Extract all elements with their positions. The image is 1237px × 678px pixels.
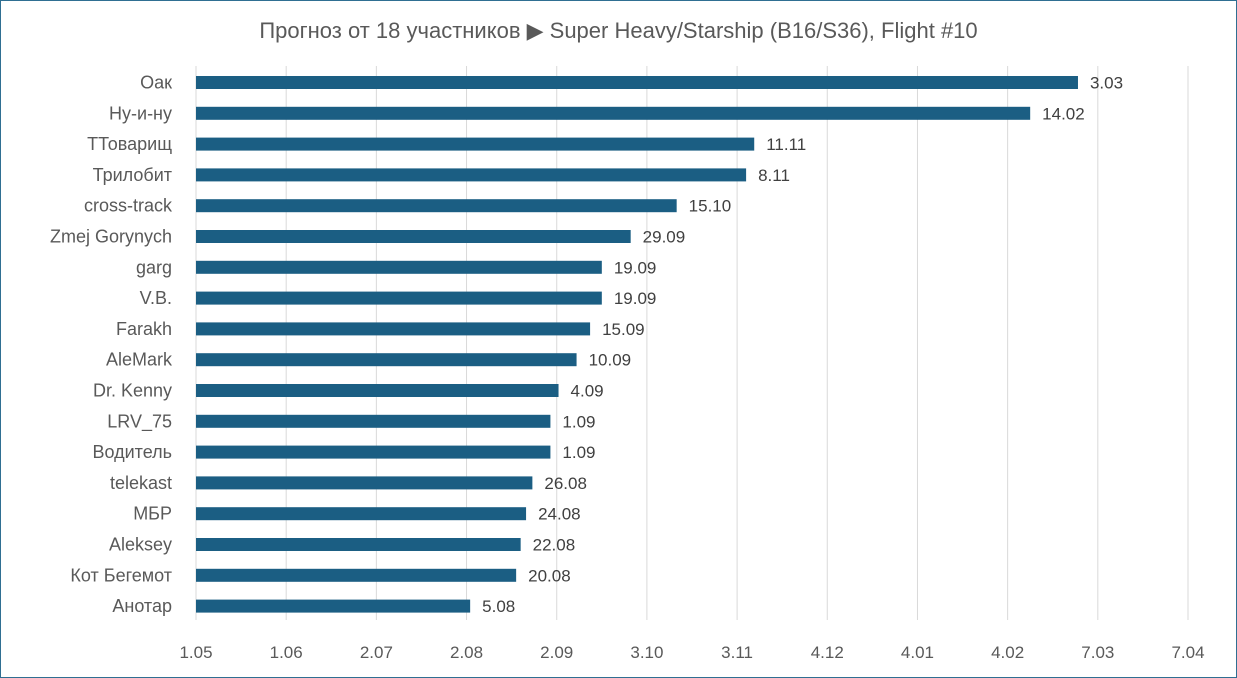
bar xyxy=(196,260,602,274)
grid-lines xyxy=(195,66,1189,620)
x-tick-labels: 1.05 1.06 2.07 2.08 2.09 3.10 3.11 4.12 4.01 4.02… xyxy=(179,643,1204,662)
data-label: 19.09 xyxy=(614,289,657,308)
data-label: 1.09 xyxy=(562,412,595,431)
bar xyxy=(196,568,517,582)
bar xyxy=(196,76,1078,89)
x-tick-label: 4.01 xyxy=(901,643,934,662)
x-tick-label: 7.03 xyxy=(1081,643,1114,662)
x-tick-label: 2.07 xyxy=(360,643,393,662)
bar xyxy=(196,353,577,367)
bar xyxy=(196,445,551,459)
category-label: Анотар xyxy=(112,596,172,616)
bar xyxy=(196,230,631,243)
category-labels: Оак Ну-и-ну ТТоварищ Трилобит cross-track Zme… xyxy=(50,73,173,617)
category-label: AleMark xyxy=(106,350,173,370)
category-label: LRV_75 xyxy=(107,411,172,432)
data-label: 4.09 xyxy=(571,382,604,401)
category-label: garg xyxy=(136,257,172,277)
category-label: МБР xyxy=(133,504,172,524)
data-label: 11.11 xyxy=(766,135,806,154)
category-label: Dr. Kenny xyxy=(93,381,172,401)
data-label: 10.09 xyxy=(589,351,632,370)
bar xyxy=(196,137,755,151)
bar xyxy=(196,199,677,213)
x-tick-label: 4.02 xyxy=(991,643,1024,662)
bar xyxy=(196,538,521,551)
category-label: Водитель xyxy=(92,442,172,462)
category-label: Farakh xyxy=(116,319,172,339)
bar xyxy=(196,291,602,305)
category-label: ТТоварищ xyxy=(87,134,172,154)
x-tick-label: 3.11 xyxy=(721,643,753,662)
x-tick-label: 2.09 xyxy=(540,643,573,662)
data-label: 15.10 xyxy=(689,197,732,216)
data-label: 20.08 xyxy=(528,566,571,585)
x-tick-label: 7.04 xyxy=(1171,643,1204,662)
data-label: 5.08 xyxy=(482,597,515,616)
data-label: 26.08 xyxy=(544,474,587,493)
x-tick-label: 1.06 xyxy=(270,643,303,662)
x-tick-label: 4.12 xyxy=(811,643,844,662)
category-label: Оак xyxy=(140,73,172,93)
bar xyxy=(196,384,559,397)
data-label: 24.08 xyxy=(538,505,581,524)
bar xyxy=(196,507,527,521)
chart-title: Прогноз от 18 участников ▶ Super Heavy/S… xyxy=(259,18,978,43)
data-label: 14.02 xyxy=(1042,104,1085,123)
bar xyxy=(196,168,747,182)
data-label: 19.09 xyxy=(614,258,657,277)
x-tick-label: 3.10 xyxy=(630,643,663,662)
data-label: 3.03 xyxy=(1090,74,1123,93)
bar xyxy=(196,414,551,428)
data-label: 22.08 xyxy=(533,536,576,555)
x-tick-label: 2.08 xyxy=(450,643,483,662)
category-label: Кот Бегемот xyxy=(70,565,172,585)
data-label: 1.09 xyxy=(562,443,595,462)
data-label: 15.09 xyxy=(602,320,645,339)
data-label: 29.09 xyxy=(643,228,686,247)
category-label: cross-track xyxy=(84,196,173,216)
category-label: Ну-и-ну xyxy=(109,103,172,123)
category-label: Zmej Gorynych xyxy=(50,227,172,247)
data-label: 8.11 xyxy=(758,166,790,185)
category-label: telekast xyxy=(110,473,172,493)
category-label: V.B. xyxy=(140,288,172,308)
bars xyxy=(196,76,1078,613)
bar xyxy=(196,322,591,336)
bar xyxy=(196,599,471,613)
category-label: Aleksey xyxy=(109,535,172,555)
bar xyxy=(196,476,533,490)
category-label: Трилобит xyxy=(93,165,172,185)
x-tick-label: 1.05 xyxy=(179,643,212,662)
bar xyxy=(196,106,1031,120)
